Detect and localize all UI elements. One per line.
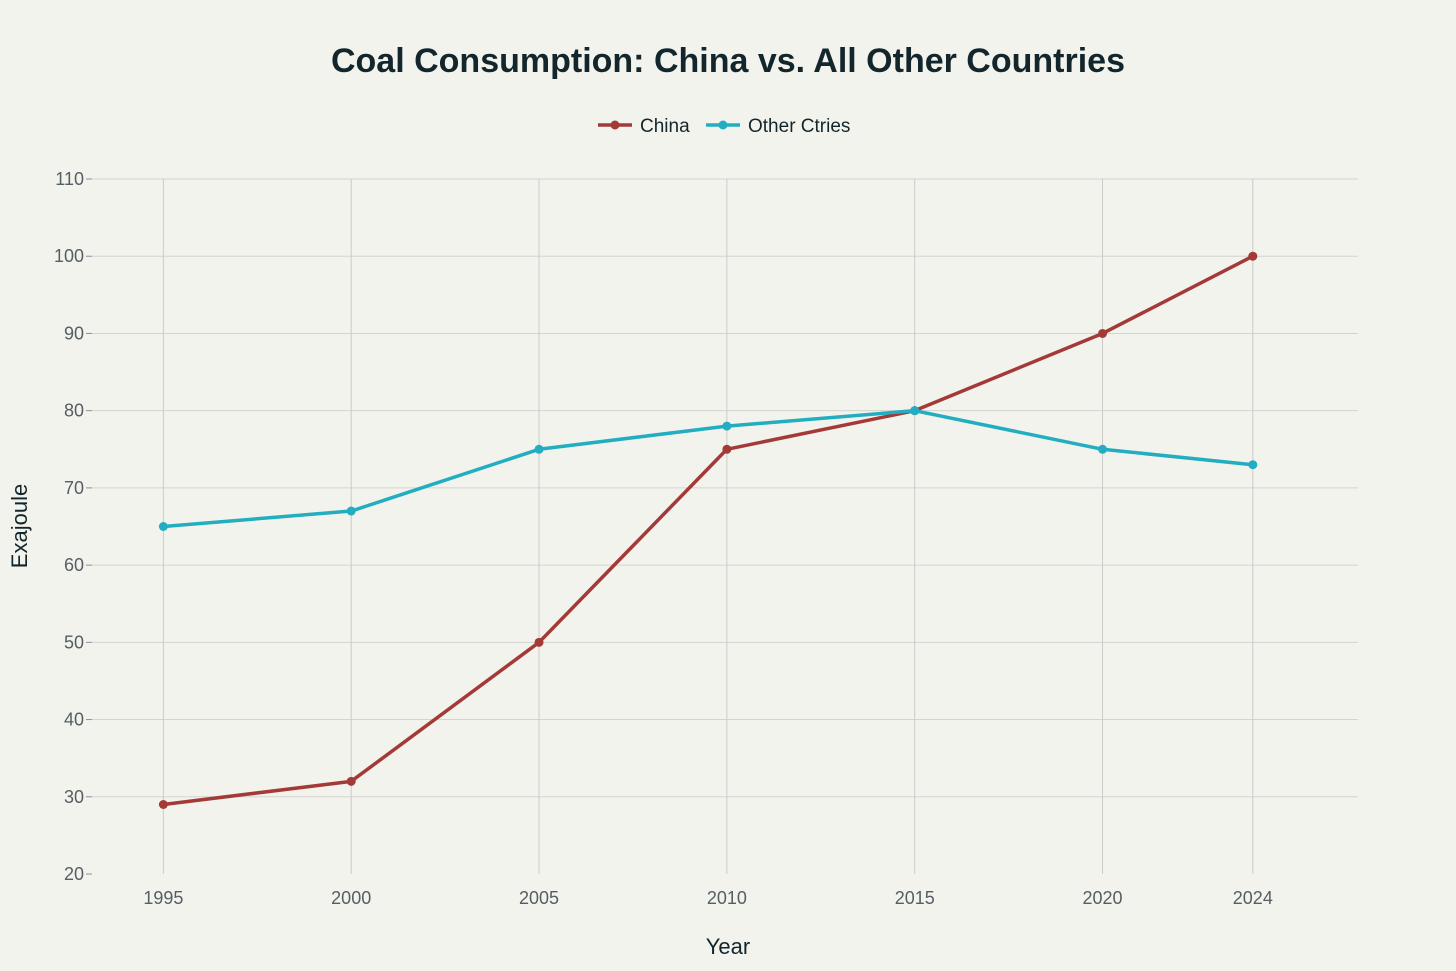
- legend-label-china: China: [640, 116, 690, 137]
- legend-item-other-ctries[interactable]: Other Ctries: [706, 116, 850, 137]
- y-tick-label-100: 100: [54, 246, 84, 266]
- y-tick-label-90: 90: [64, 323, 84, 343]
- series-line-china: [161, 254, 1255, 807]
- data-point-china-2020[interactable]: [1098, 328, 1108, 338]
- x-tick-label-2020: 2020: [1083, 888, 1123, 908]
- legend-label-other-ctries: Other Ctries: [748, 116, 850, 137]
- y-tick-label-30: 30: [64, 787, 84, 807]
- x-tick-label-2015: 2015: [895, 888, 935, 908]
- data-point-china-2024[interactable]: [1248, 251, 1258, 261]
- x-tick-label-2010: 2010: [707, 888, 747, 908]
- legend-swatch-marker-other-ctries: [718, 120, 728, 130]
- data-point-china-2010[interactable]: [722, 444, 732, 454]
- series-other-ctries: [158, 406, 1258, 531]
- legend-item-china[interactable]: China: [598, 116, 690, 137]
- y-tick-label-60: 60: [64, 555, 84, 575]
- x-tick-label-2005: 2005: [519, 888, 559, 908]
- data-point-other-ctries-2015[interactable]: [910, 406, 920, 416]
- data-point-china-2005[interactable]: [534, 637, 544, 647]
- y-tick-label-20: 20: [64, 864, 84, 884]
- x-tick-label-2000: 2000: [331, 888, 371, 908]
- chart-title: Coal Consumption: China vs. All Other Co…: [331, 42, 1125, 80]
- y-tick-label-40: 40: [64, 710, 84, 730]
- data-point-other-ctries-2010[interactable]: [722, 421, 732, 431]
- legend-swatch-marker-china: [610, 120, 620, 130]
- legend: China Other Ctries: [598, 116, 850, 137]
- y-axis: 20 30 40 50 60 70 80 90 100 110: [54, 169, 92, 884]
- data-point-other-ctries-2020[interactable]: [1098, 444, 1108, 454]
- grid: [92, 178, 1358, 874]
- series-china: [158, 251, 1258, 809]
- x-axis-label: Year: [706, 934, 750, 959]
- y-tick-label-80: 80: [64, 401, 84, 421]
- series-layer: [158, 251, 1258, 809]
- data-point-china-1995[interactable]: [158, 800, 168, 809]
- y-tick-label-70: 70: [64, 478, 84, 498]
- data-point-other-ctries-2000[interactable]: [346, 506, 356, 516]
- data-point-other-ctries-2024[interactable]: [1248, 460, 1258, 470]
- x-axis: 1995 2000 2005 2010 2015 2020 2024: [143, 888, 1272, 908]
- x-tick-label-2024: 2024: [1233, 888, 1273, 908]
- x-tick-label-1995: 1995: [143, 888, 183, 908]
- data-point-china-2000[interactable]: [346, 776, 356, 786]
- y-tick-label-50: 50: [64, 632, 84, 652]
- y-tick-label-110: 110: [55, 169, 84, 189]
- data-point-other-ctries-1995[interactable]: [158, 522, 168, 531]
- y-axis-label: Exajoule: [7, 484, 32, 568]
- data-point-other-ctries-2005[interactable]: [534, 444, 544, 454]
